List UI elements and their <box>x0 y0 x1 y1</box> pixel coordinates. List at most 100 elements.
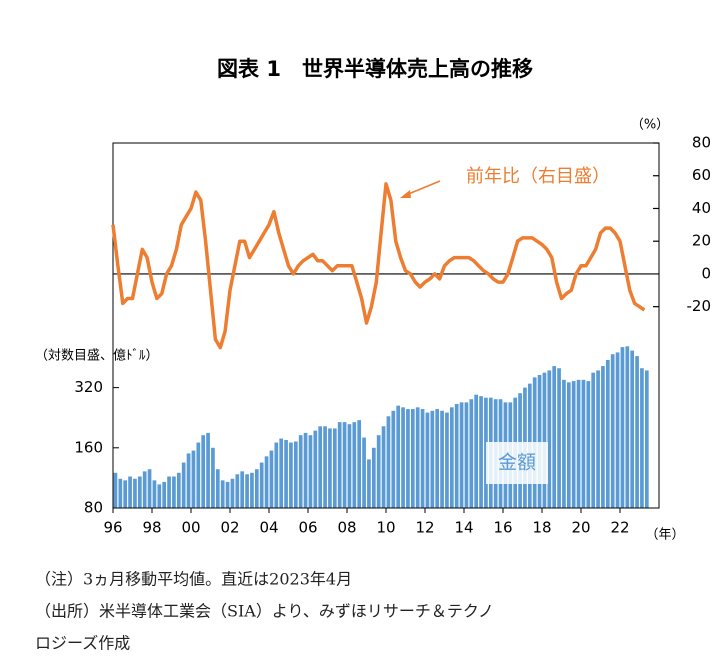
bar <box>586 381 591 508</box>
bar <box>332 428 337 508</box>
bar <box>479 396 483 508</box>
bar <box>337 422 342 508</box>
bar <box>172 476 176 508</box>
bar <box>640 368 644 508</box>
bar-series-label: 金額 <box>498 452 536 474</box>
bar <box>401 407 405 508</box>
note: ロジーズ作成 <box>35 634 130 653</box>
bar <box>596 370 600 508</box>
bar <box>245 474 249 508</box>
bar <box>371 447 376 508</box>
bar <box>552 366 557 508</box>
bar <box>279 438 284 508</box>
bar <box>293 441 298 508</box>
bar <box>284 440 288 508</box>
bar <box>547 370 552 508</box>
x-tick-label: 22 <box>610 519 629 537</box>
x-tick-label: 12 <box>415 519 434 537</box>
bar <box>240 471 245 508</box>
x-tick-label: 14 <box>454 519 473 537</box>
chart-title: 図表 1 世界半導体売上高の推移 <box>217 57 533 81</box>
bar <box>152 480 157 508</box>
note: （注）3ヵ月移動平均値。直近は2023年4月 <box>35 570 352 589</box>
bar <box>328 428 332 508</box>
bar <box>167 476 171 508</box>
bar <box>206 432 210 508</box>
line <box>111 182 646 350</box>
y-tick-label: 80 <box>84 499 103 517</box>
bar <box>259 462 264 508</box>
bar <box>420 409 425 508</box>
bar <box>113 472 118 508</box>
line-series-label: 前年比（右目盛） <box>466 166 610 187</box>
bar <box>571 381 576 508</box>
bar <box>176 472 181 508</box>
bar <box>469 399 474 508</box>
bar <box>430 410 435 508</box>
bar <box>118 478 123 508</box>
y2-axis-label: （%） <box>631 118 669 133</box>
bar <box>347 424 352 508</box>
bar <box>254 469 259 508</box>
bar <box>644 370 649 508</box>
x-tick-label: 06 <box>298 519 317 537</box>
bar <box>591 372 596 508</box>
bar <box>454 403 459 508</box>
y2-tick-label: -20 <box>687 297 712 315</box>
bar <box>435 409 440 508</box>
bar <box>415 407 420 508</box>
y2-tick-label: 80 <box>692 134 711 152</box>
arrow-head <box>400 190 411 198</box>
bar <box>264 456 269 508</box>
x-tick-label: 00 <box>181 519 200 537</box>
y2-tick-label: 0 <box>701 264 711 282</box>
bar <box>357 420 362 508</box>
bar <box>181 462 186 508</box>
bar <box>298 435 303 508</box>
bar <box>410 409 415 508</box>
x-tick-label: 16 <box>493 519 512 537</box>
bar <box>186 453 191 508</box>
bar <box>323 426 327 508</box>
x-tick-label: 04 <box>259 519 278 537</box>
y2-tick-label: 60 <box>692 166 711 184</box>
bar <box>352 422 357 508</box>
bar <box>625 346 630 508</box>
bar <box>313 430 318 508</box>
bar <box>620 347 625 508</box>
x-tick-label: 96 <box>103 519 122 537</box>
bar <box>230 478 235 508</box>
arrow <box>405 180 441 196</box>
bar <box>250 472 254 508</box>
y-tick-label: 320 <box>74 378 103 396</box>
bar <box>484 397 488 508</box>
bar <box>308 435 313 508</box>
x-tick-label: 18 <box>532 519 551 537</box>
bar <box>220 480 225 508</box>
bar <box>196 442 201 508</box>
bar <box>215 469 220 508</box>
bar <box>449 407 454 508</box>
bar <box>162 481 167 508</box>
bar <box>225 481 230 508</box>
y-axis-label: （対数目盛、億ﾄﾞﾙ） <box>35 348 159 364</box>
bar <box>542 372 547 508</box>
bar <box>123 480 128 508</box>
x-tick-label: 98 <box>142 519 161 537</box>
bar <box>425 412 430 508</box>
bar <box>464 402 469 508</box>
bar <box>133 478 137 508</box>
bar <box>396 405 401 508</box>
x-tick-label: 02 <box>220 519 239 537</box>
bar <box>367 459 371 508</box>
bar <box>376 435 381 508</box>
bar <box>445 412 449 508</box>
bar <box>391 410 396 508</box>
bar <box>269 450 274 508</box>
bar <box>191 450 196 508</box>
x-tick-label: 08 <box>337 519 356 537</box>
bar <box>235 474 240 508</box>
bar <box>128 476 132 508</box>
x-tick-label: 20 <box>571 519 590 537</box>
